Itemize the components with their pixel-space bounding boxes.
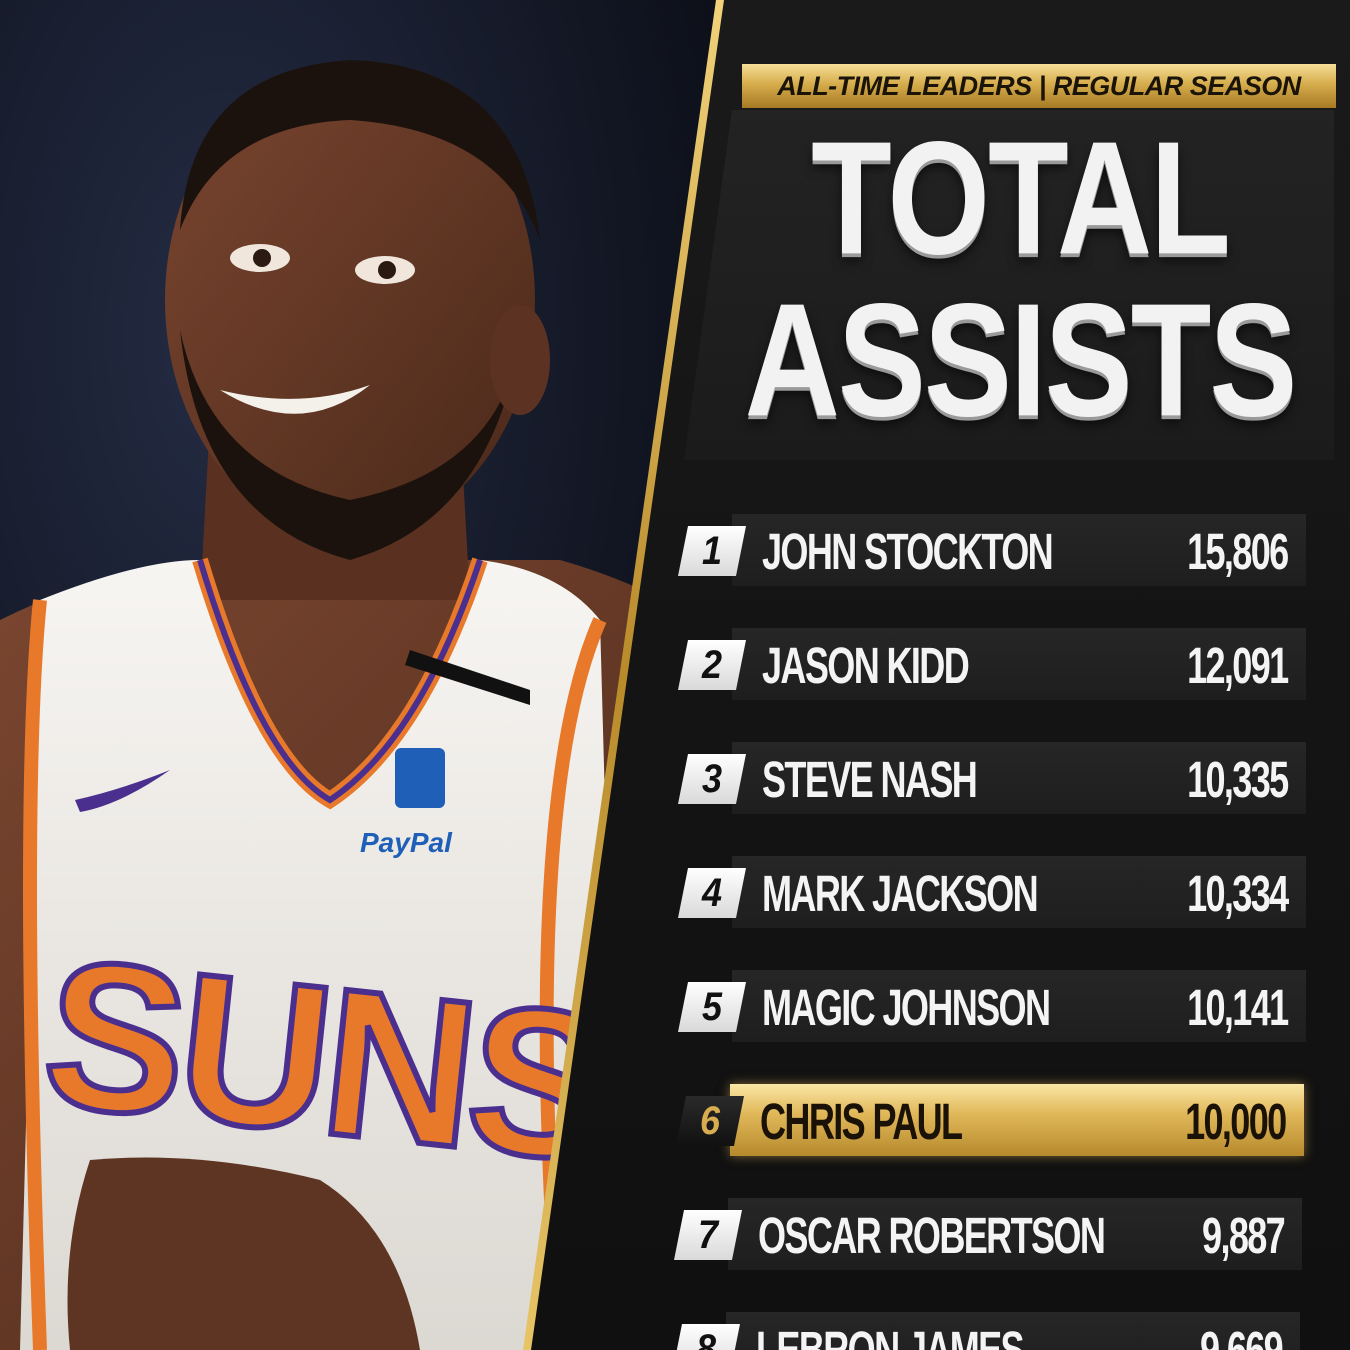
header-banner: ALL-TIME LEADERS | REGULAR SEASON: [742, 64, 1336, 108]
leader-row: 3 STEVE NASH 10,335: [678, 742, 1306, 814]
leader-row: 7 OSCAR ROBERTSON 9,887: [674, 1198, 1302, 1270]
title-line-1: TOTAL: [811, 108, 1231, 288]
player-photo: PayPal SUNS: [0, 0, 760, 1350]
rank-badge: 2: [678, 640, 746, 690]
player-name: CHRIS PAUL: [760, 1094, 963, 1151]
leader-row-highlighted: 6 CHRIS PAUL 10,000: [676, 1084, 1304, 1156]
leader-row: 4 MARK JACKSON 10,334: [678, 856, 1306, 928]
rank-badge: 7: [674, 1210, 742, 1260]
leader-row: 8 LEBRON JAMES 9,669: [672, 1312, 1300, 1350]
player-name: MAGIC JOHNSON: [762, 980, 1051, 1037]
leader-row: 2 JASON KIDD 12,091: [678, 628, 1306, 700]
player-name: OSCAR ROBERTSON: [758, 1208, 1106, 1265]
rank-badge: 8: [672, 1324, 740, 1350]
rank-badge: 6: [676, 1096, 744, 1146]
assist-total: 10,141: [1187, 980, 1289, 1037]
rank-badge: 4: [678, 868, 746, 918]
assist-total: 9,887: [1201, 1208, 1286, 1265]
svg-text:PayPal: PayPal: [360, 827, 453, 858]
player-name: JOHN STOCKTON: [762, 524, 1054, 581]
leader-row: 5 MAGIC JOHNSON 10,141: [678, 970, 1306, 1042]
rank-badge: 3: [678, 754, 746, 804]
paypal-logo: PayPal: [360, 748, 453, 858]
rank-badge: 5: [678, 982, 746, 1032]
assist-total: 12,091: [1187, 638, 1289, 695]
player-name: MARK JACKSON: [762, 866, 1039, 923]
rank-badge: 1: [678, 526, 746, 576]
player-name: STEVE NASH: [762, 752, 978, 809]
assist-total: 10,000: [1185, 1094, 1287, 1151]
leader-row: 1 JOHN STOCKTON 15,806: [678, 514, 1306, 586]
assist-total: 9,669: [1200, 1322, 1284, 1350]
player-name: JASON KIDD: [762, 638, 970, 695]
assist-total: 10,335: [1187, 752, 1289, 809]
assist-total: 10,334: [1187, 866, 1289, 923]
assist-total: 15,806: [1187, 524, 1289, 581]
title-line-2: ASSISTS: [744, 270, 1298, 450]
player-name: LEBRON JAMES: [756, 1322, 1025, 1350]
banner-text: ALL-TIME LEADERS | REGULAR SEASON: [777, 70, 1301, 101]
